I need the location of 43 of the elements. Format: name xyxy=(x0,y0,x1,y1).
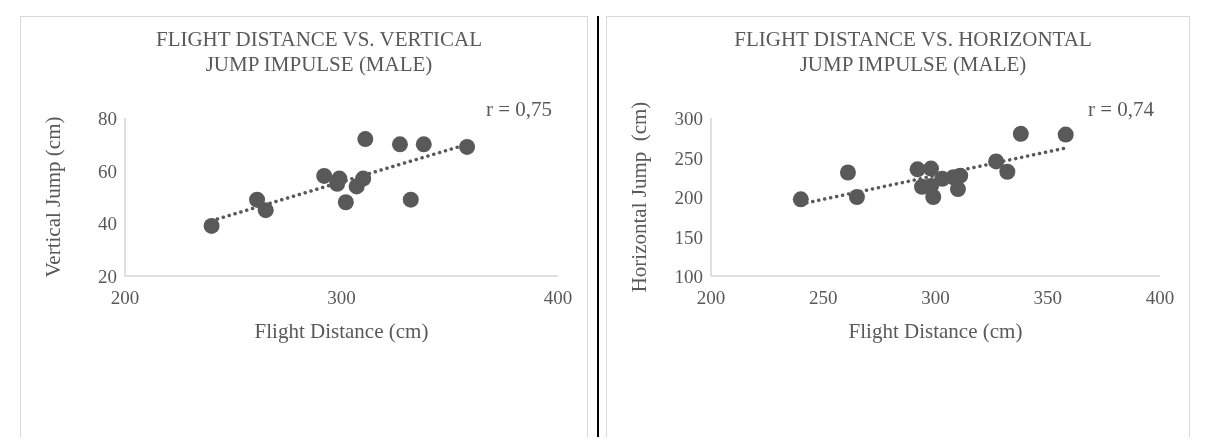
point xyxy=(1012,125,1029,142)
point xyxy=(415,136,432,153)
point xyxy=(203,217,220,234)
point xyxy=(925,189,942,205)
point xyxy=(949,181,966,198)
point xyxy=(316,167,333,184)
x-axis-title: Flight Distance (cm) xyxy=(848,319,1023,343)
point xyxy=(391,136,408,153)
y-tick-label: 20 xyxy=(98,266,117,287)
y-tick-label: 250 xyxy=(674,147,703,169)
point xyxy=(402,191,419,208)
y-tick-label: 300 xyxy=(674,108,703,129)
y-tick-label: 40 xyxy=(98,213,117,235)
x-tick-label: 300 xyxy=(921,287,950,308)
annotation: r = 0,74 xyxy=(1087,97,1155,121)
point xyxy=(1057,126,1074,143)
point xyxy=(848,189,865,205)
annotation: r = 0,75 xyxy=(485,97,552,121)
point xyxy=(337,194,354,211)
point xyxy=(923,160,940,177)
y-tick-label: 100 xyxy=(674,266,703,287)
point xyxy=(909,161,926,178)
x-tick-label: 400 xyxy=(1145,287,1175,308)
y-tick-label: 150 xyxy=(674,226,703,248)
y-axis-title: Horizontal Jump (cm) xyxy=(627,101,651,293)
point xyxy=(839,164,856,181)
y-tick-label: 80 xyxy=(98,108,117,129)
point xyxy=(459,138,476,155)
x-tick-label: 250 xyxy=(809,287,838,308)
y-tick-label: 60 xyxy=(98,160,117,182)
x-tick-label: 400 xyxy=(543,287,573,308)
point xyxy=(249,191,266,208)
point xyxy=(999,163,1016,180)
x-axis-title: Flight Distance (cm) xyxy=(254,319,429,343)
point xyxy=(348,178,365,195)
x-tick-label: 350 xyxy=(1033,287,1062,308)
chart-title: FLIGHT DISTANCE VS. VERTICAL JUMP IMPULSE (MALE) xyxy=(155,27,483,76)
point xyxy=(357,131,374,148)
y-tick-label: 200 xyxy=(674,187,703,208)
chart-title: FLIGHT DISTANCE VS. HORIZONTAL JUMP IMPULSE (MALE) xyxy=(734,27,1092,76)
y-axis-title: Vertical Jump (cm) xyxy=(41,116,65,278)
x-tick-label: 300 xyxy=(327,287,356,308)
x-tick-label: 200 xyxy=(696,287,726,308)
